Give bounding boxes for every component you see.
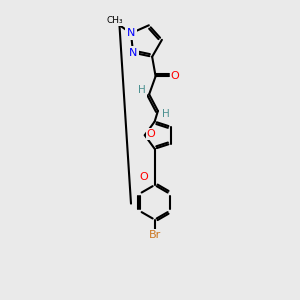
Text: O: O (139, 172, 148, 182)
Text: N: N (129, 48, 137, 58)
Text: CH₃: CH₃ (107, 16, 124, 25)
Text: N: N (127, 28, 135, 38)
Text: Br: Br (148, 230, 161, 240)
Text: O: O (147, 129, 156, 139)
Text: O: O (171, 71, 180, 81)
Text: H: H (138, 85, 146, 95)
Text: H: H (162, 110, 170, 119)
